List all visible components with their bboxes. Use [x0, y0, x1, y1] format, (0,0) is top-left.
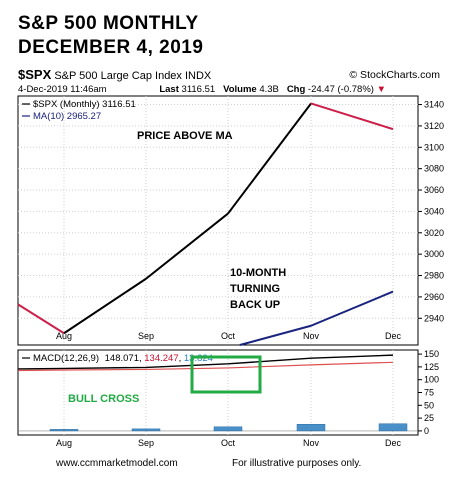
- price-segment-0: [17, 303, 65, 335]
- macd-hist-bar-5: [378, 423, 408, 432]
- macd-y-tick-label-2: 50: [424, 400, 434, 410]
- legend-ma: MA(10) 2965.27: [33, 111, 101, 122]
- price-y-tick-label-2: 2980: [424, 271, 444, 281]
- price-x-tick-label-4: Dec: [385, 331, 402, 341]
- legend-macd-value: 148.071: [105, 353, 139, 364]
- footer-website[interactable]: www.ccmmarketmodel.com: [56, 458, 178, 469]
- chart-date: 4-Dec-2019 11:46am: [18, 84, 107, 95]
- macd-x-tick-label-4: Dec: [385, 438, 402, 448]
- legend-price: $SPX (Monthly) 3116.51: [33, 99, 136, 110]
- price-y-tick-label-1: 2960: [424, 292, 444, 302]
- legend-sep-2: ,: [179, 353, 184, 364]
- macd-y-tick-label-3: 75: [424, 388, 434, 398]
- macd-y-tick-label-4: 100: [424, 375, 439, 385]
- macd-hist-bar-4: [296, 423, 326, 432]
- price-y-tick-label-8: 3100: [424, 142, 444, 152]
- legend-sep-1: ,: [139, 353, 144, 364]
- macd-hist-bar-1: [49, 429, 79, 432]
- price-y-tick-label-0: 2940: [424, 313, 444, 323]
- macd-y-tick-label-6: 150: [424, 349, 439, 359]
- macd-y-tick-label-5: 125: [424, 362, 439, 372]
- price-x-tick-label-0: Aug: [56, 331, 72, 341]
- macd-line: [17, 354, 394, 370]
- price-y-axis: 2940 2960 2980 3000 3020 3040 3060 3080 3100 3120…: [418, 100, 444, 323]
- price-y-tick-label-3: 3000: [424, 249, 444, 259]
- price-panel: [17, 95, 419, 346]
- price-series: [17, 102, 394, 346]
- price-segment-1: [63, 277, 147, 335]
- price-y-tick-label-5: 3040: [424, 206, 444, 216]
- price-segment-3: [227, 102, 312, 215]
- price-grid: [18, 104, 418, 319]
- macd-x-axis: Aug Sep Oct Nov Dec: [56, 438, 402, 448]
- price-x-tick-label-2: Oct: [221, 331, 236, 341]
- price-y-tick-label-4: 3020: [424, 228, 444, 238]
- price-segment-4: [310, 102, 394, 131]
- ma-segment-3: [239, 324, 312, 346]
- last-label: Last: [159, 84, 179, 95]
- price-segment-2: [145, 212, 229, 280]
- price-y-tick-label-6: 3060: [424, 185, 444, 195]
- source-logo: © StockCharts.com: [349, 69, 440, 81]
- chg-down-icon: ▼: [376, 84, 386, 95]
- annotation-back-up: BACK UP: [230, 299, 280, 311]
- macd-x-tick-label-3: Nov: [303, 438, 320, 448]
- annotation-bull-cross: BULL CROSS: [68, 393, 139, 405]
- macd-y-tick-label-1: 25: [424, 413, 434, 423]
- macd-hist-bar-3: [213, 426, 243, 432]
- annotation-price-above-ma: PRICE ABOVE MA: [137, 130, 233, 142]
- price-y-tick-label-7: 3080: [424, 164, 444, 174]
- volume-label: Volume: [223, 84, 257, 95]
- footer-disclaimer: For illustrative purposes only.: [232, 458, 362, 469]
- headline-line-2: DECEMBER 4, 2019: [18, 37, 204, 58]
- chg-value: -24.47 (-0.78%): [307, 84, 374, 95]
- last-value: 3116.51: [181, 84, 216, 95]
- symbol-row: $SPX S&P 500 Large Cap Index INDX: [18, 67, 211, 82]
- symbol: $SPX: [18, 67, 52, 82]
- macd-y-tick-label-0: 0: [424, 426, 429, 436]
- macd-x-tick-label-0: Aug: [56, 438, 72, 448]
- price-y-tick-label-9: 3120: [424, 121, 444, 131]
- info-row: 4-Dec-2019 11:46am Last 3116.51 Volume 4…: [18, 84, 386, 95]
- price-x-tick-label-3: Nov: [303, 331, 320, 341]
- macd-x-tick-label-2: Oct: [221, 438, 236, 448]
- annotation-turning: TURNING: [230, 283, 280, 295]
- macd-histogram: [49, 423, 408, 432]
- legend-signal-value: 134.247: [144, 353, 178, 364]
- price-y-tick-label-10: 3140: [424, 100, 444, 110]
- macd-hist-bar-2: [131, 428, 161, 432]
- macd-x-tick-label-1: Sep: [138, 438, 154, 448]
- signal-line: [17, 361, 394, 372]
- headline-line-1: S&P 500 MONTHLY: [18, 13, 199, 34]
- price-x-tick-label-1: Sep: [138, 331, 154, 341]
- bull-cross-highlight-box: [190, 355, 262, 394]
- legend-macd-label: MACD(12,26,9): [33, 353, 99, 364]
- annotation-10-month: 10-MONTH: [230, 267, 286, 279]
- price-x-axis: Aug Sep Oct Nov Dec: [56, 331, 402, 341]
- ma-segment-4: [310, 290, 394, 327]
- macd-series: [17, 354, 394, 372]
- legend-macd: MACD(12,26,9) 148.071, 134.247, 13.824: [33, 353, 213, 364]
- symbol-name: S&P 500 Large Cap Index INDX: [54, 70, 212, 82]
- chg-label: Chg: [286, 84, 306, 95]
- volume-value: 4.3B: [259, 84, 279, 95]
- price-x-grid: [63, 96, 394, 345]
